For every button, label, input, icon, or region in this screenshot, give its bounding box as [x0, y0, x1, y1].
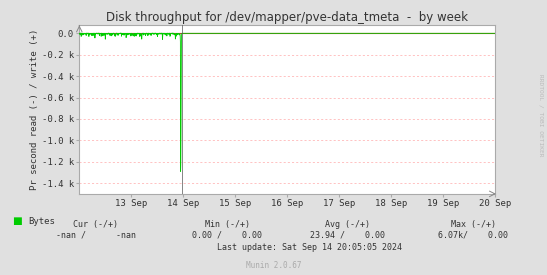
- Text: Bytes: Bytes: [28, 217, 55, 226]
- Text: Min (-/+): Min (-/+): [205, 220, 249, 229]
- Text: 0.00 /    0.00: 0.00 / 0.00: [192, 231, 262, 240]
- Text: 6.07k/    0.00: 6.07k/ 0.00: [438, 231, 508, 240]
- Y-axis label: Pr second read (-) / write (+): Pr second read (-) / write (+): [30, 29, 39, 190]
- Text: Cur (-/+): Cur (-/+): [73, 220, 118, 229]
- Text: 23.94 /    0.00: 23.94 / 0.00: [310, 231, 385, 240]
- Text: -nan /      -nan: -nan / -nan: [56, 231, 136, 240]
- Title: Disk throughput for /dev/mapper/pve-data_tmeta  -  by week: Disk throughput for /dev/mapper/pve-data…: [106, 10, 468, 24]
- Text: ■: ■: [12, 216, 22, 226]
- Text: Max (-/+): Max (-/+): [451, 220, 496, 229]
- Text: Avg (-/+): Avg (-/+): [325, 220, 370, 229]
- Text: Last update: Sat Sep 14 20:05:05 2024: Last update: Sat Sep 14 20:05:05 2024: [217, 243, 401, 252]
- Text: RRDTOOL / TOBI OETIKER: RRDTOOL / TOBI OETIKER: [538, 74, 543, 157]
- Text: Munin 2.0.67: Munin 2.0.67: [246, 261, 301, 270]
